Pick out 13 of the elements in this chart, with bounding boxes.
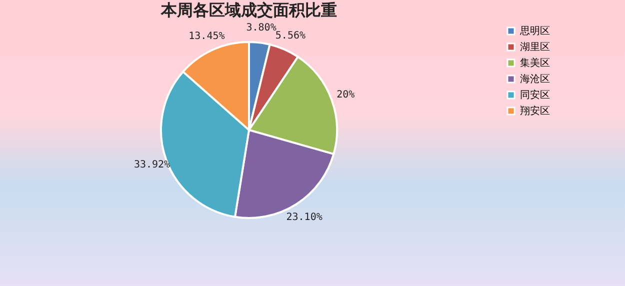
legend-label: 海沧区 xyxy=(520,73,550,85)
chart-title: 本周各区域成交面积比重 xyxy=(160,0,337,20)
data-label: 20% xyxy=(336,89,355,100)
legend-label: 同安区 xyxy=(520,89,550,101)
legend-label: 集美区 xyxy=(520,57,550,69)
data-label: 3.80% xyxy=(246,22,276,34)
legend-label: 思明区 xyxy=(519,26,550,37)
data-label: 5.56% xyxy=(275,30,306,42)
data-label: 13.45% xyxy=(188,31,225,42)
data-label: 33.92% xyxy=(134,160,170,171)
legend-label: 湖里区 xyxy=(520,41,550,53)
data-label: 23.10% xyxy=(286,212,322,223)
legend-label: 翔安区 xyxy=(520,105,550,117)
